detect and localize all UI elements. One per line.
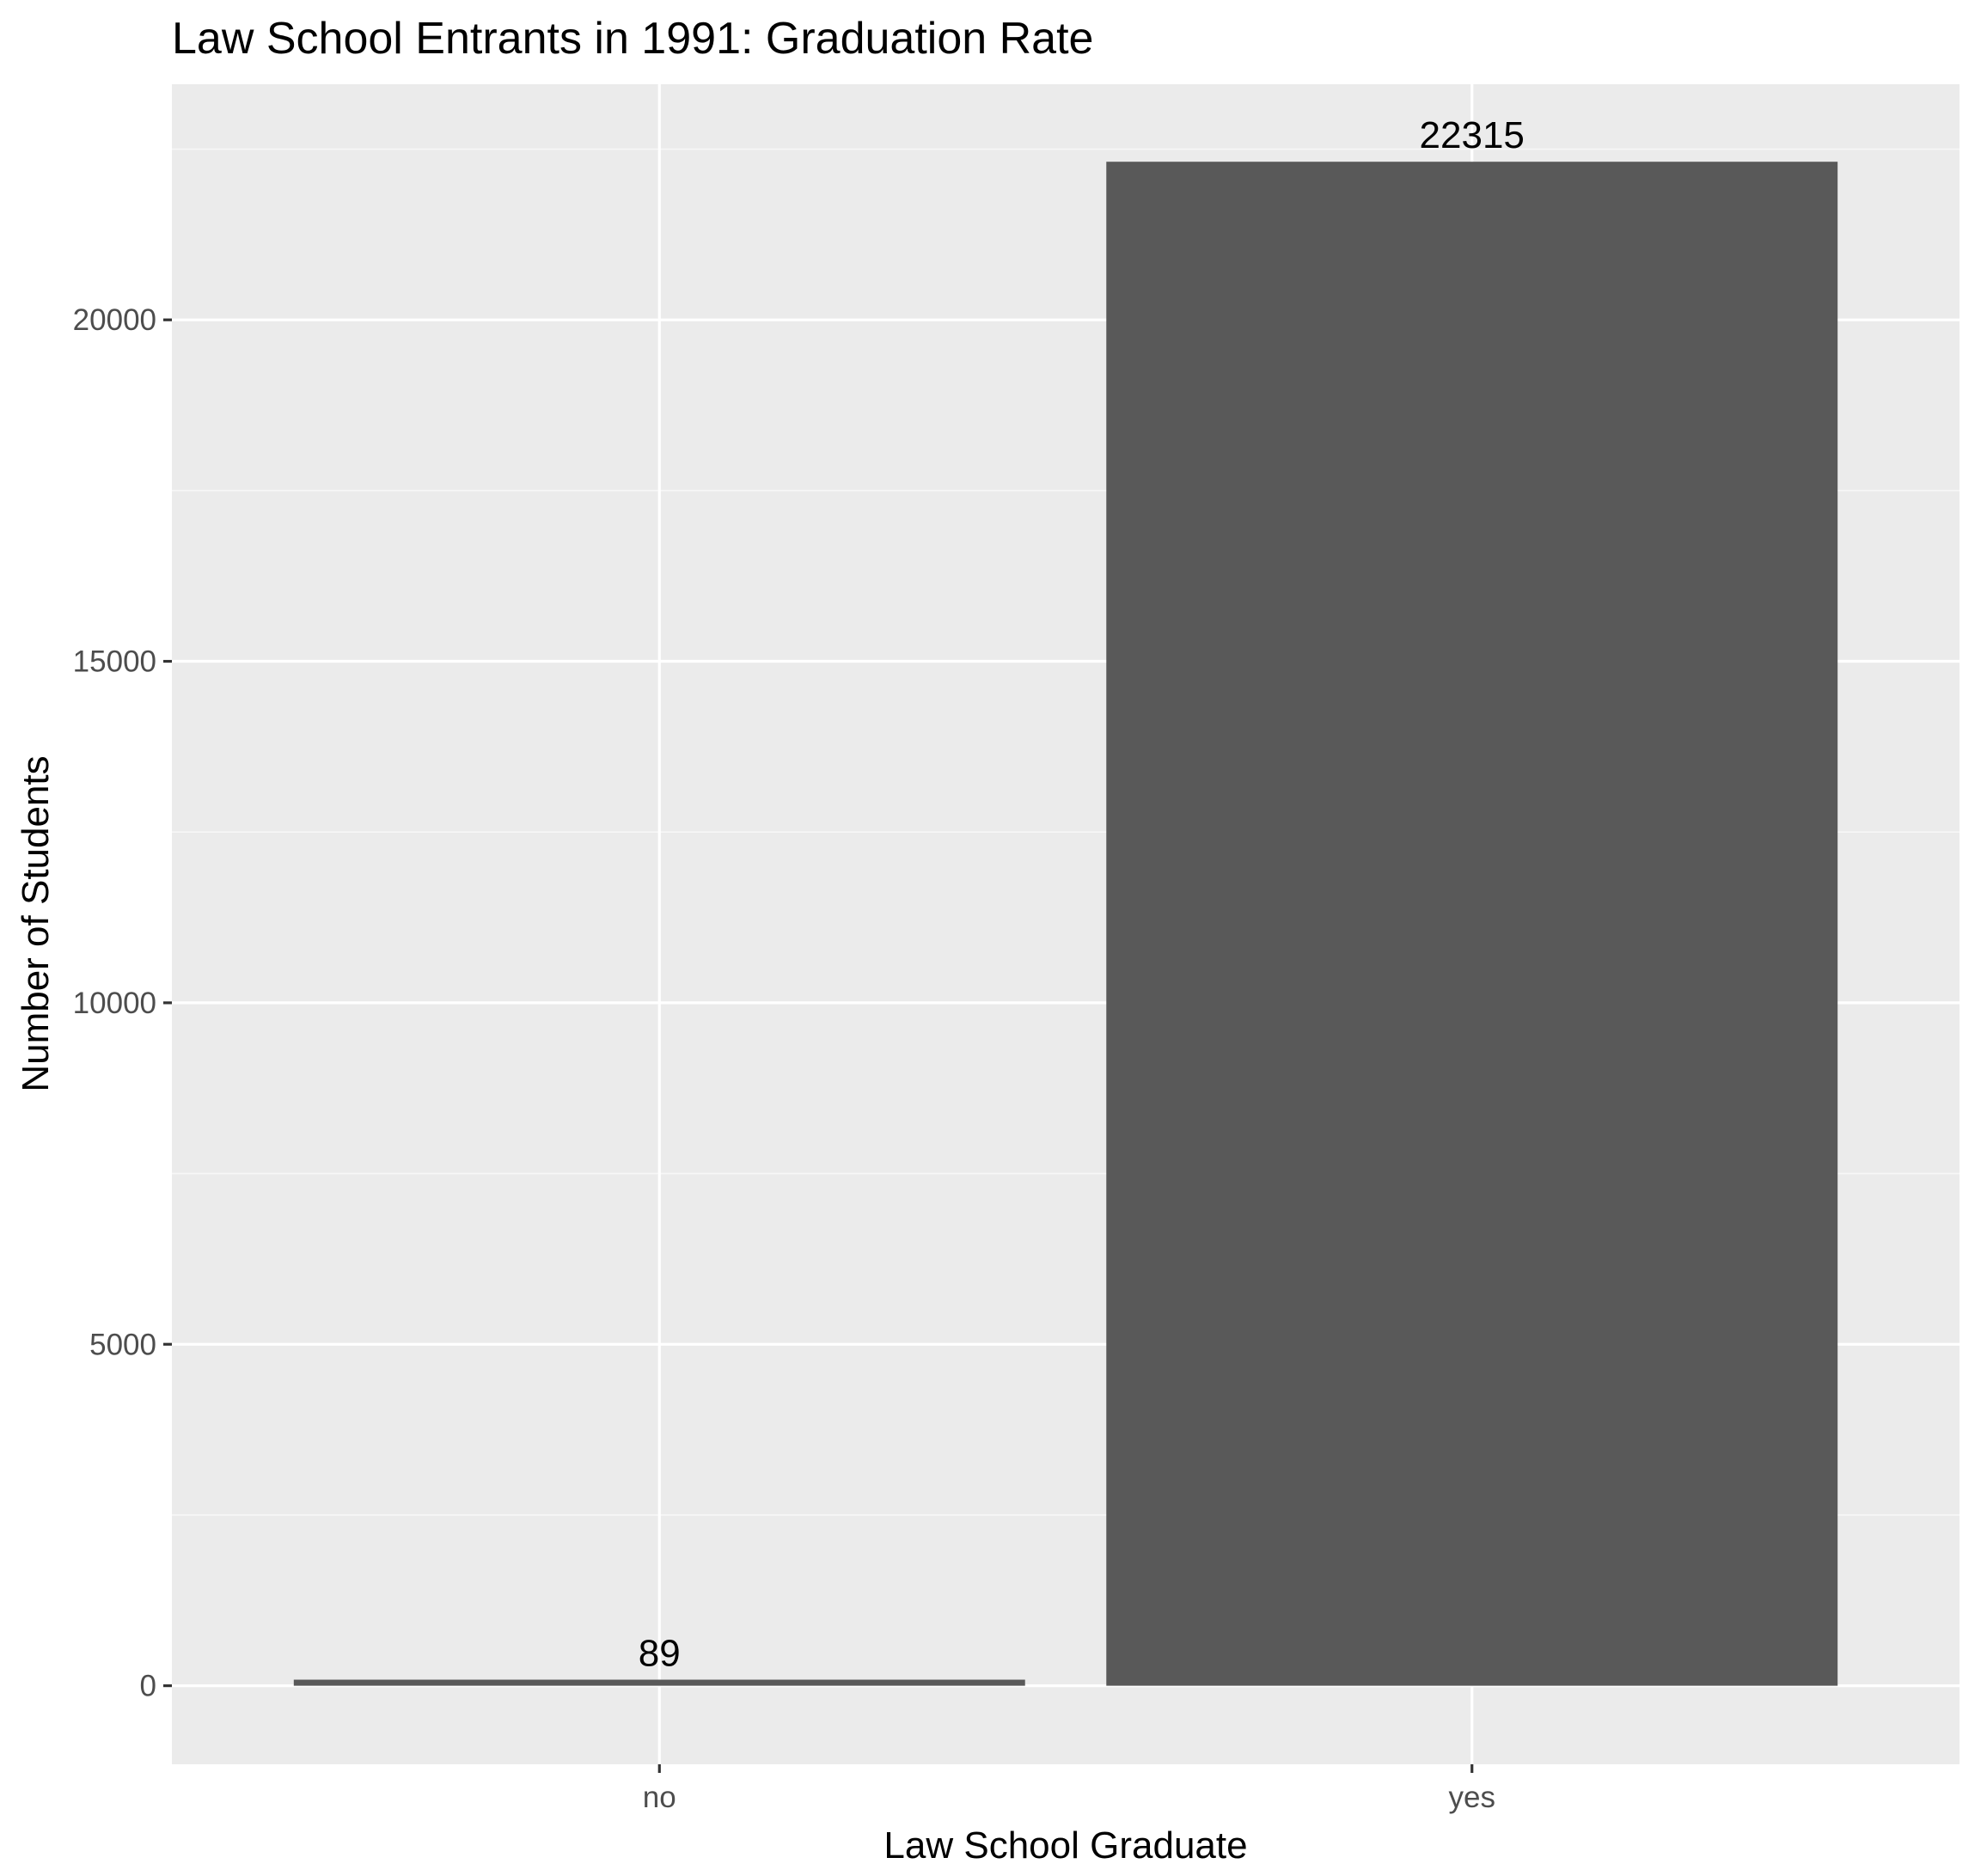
y-axis: 0 5000 10000 15000 20000: [73, 303, 172, 1703]
y-tick-label: 10000: [73, 987, 156, 1020]
y-tick-label: 15000: [73, 645, 156, 679]
x-tick-label: no: [643, 1781, 676, 1814]
x-axis-title: Law School Graduate: [883, 1824, 1247, 1867]
x-axis: no yes: [643, 1764, 1495, 1814]
data-labels: 89 22315: [639, 114, 1525, 1674]
bar-no: [293, 1679, 1025, 1686]
y-tick-label: 0: [140, 1670, 156, 1703]
y-tick-label: 5000: [89, 1328, 156, 1361]
bar-yes: [1106, 162, 1838, 1686]
x-tick-label: yes: [1448, 1781, 1495, 1814]
bars: [293, 162, 1838, 1686]
data-label-no: 89: [639, 1633, 681, 1675]
data-label-yes: 22315: [1420, 114, 1525, 156]
chart-title: Law School Entrants in 1991: Graduation …: [172, 14, 1093, 64]
y-axis-title: Number of Students: [15, 755, 57, 1091]
y-tick-label: 20000: [73, 303, 156, 337]
